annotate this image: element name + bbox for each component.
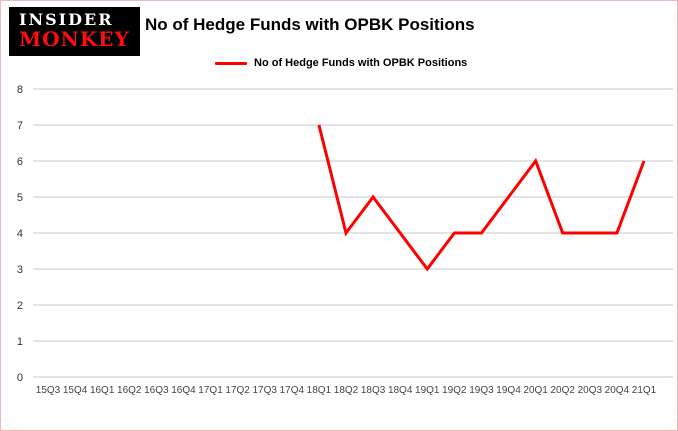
x-tick-label: 20Q3: [578, 385, 603, 396]
x-tick-label: 17Q4: [280, 385, 305, 396]
x-tick-label: 19Q2: [442, 385, 467, 396]
x-tick-label: 15Q4: [63, 385, 88, 396]
x-tick-label: 17Q1: [198, 385, 223, 396]
legend-line-swatch: [215, 61, 247, 65]
chart-title: No of Hedge Funds with OPBK Positions: [145, 15, 475, 34]
x-tick-label: 18Q4: [388, 385, 413, 396]
y-tick-label: 5: [17, 192, 23, 204]
y-tick-label: 1: [17, 336, 23, 348]
logo-line1: INSIDER: [19, 10, 114, 29]
logo-line2: MONKEY: [19, 26, 130, 51]
legend-label: No of Hedge Funds with OPBK Positions: [254, 57, 468, 69]
y-tick-label: 4: [17, 228, 23, 240]
x-tick-label: 16Q4: [171, 385, 196, 396]
x-tick-label: 18Q1: [307, 385, 332, 396]
x-tick-label: 16Q1: [90, 385, 115, 396]
y-tick-label: 0: [17, 372, 23, 384]
x-tick-label: 16Q2: [117, 385, 142, 396]
x-tick-label: 20Q1: [523, 385, 548, 396]
x-tick-label: 19Q4: [496, 385, 521, 396]
x-tick-label: 19Q3: [469, 385, 494, 396]
x-tick-label: 16Q3: [144, 385, 169, 396]
y-tick-label: 7: [17, 120, 23, 132]
y-tick-label: 6: [17, 156, 23, 168]
y-tick-label: 2: [17, 300, 23, 312]
x-tick-label: 19Q1: [415, 385, 440, 396]
x-tick-label: 18Q3: [361, 385, 386, 396]
insider-monkey-logo: INSIDER MONKEY: [9, 7, 140, 56]
x-tick-label: 18Q2: [334, 385, 359, 396]
x-tick-label: 20Q2: [550, 385, 575, 396]
x-tick-label: 17Q3: [252, 385, 277, 396]
y-tick-label: 3: [17, 264, 23, 276]
x-tick-label: 15Q3: [36, 385, 61, 396]
x-tick-label: 21Q1: [632, 385, 657, 396]
y-tick-label: 8: [17, 84, 23, 96]
x-tick-label: 20Q4: [605, 385, 630, 396]
legend: No of Hedge Funds with OPBK Positions: [215, 57, 467, 69]
data-line: [317, 124, 646, 272]
x-tick-label: 17Q2: [225, 385, 250, 396]
